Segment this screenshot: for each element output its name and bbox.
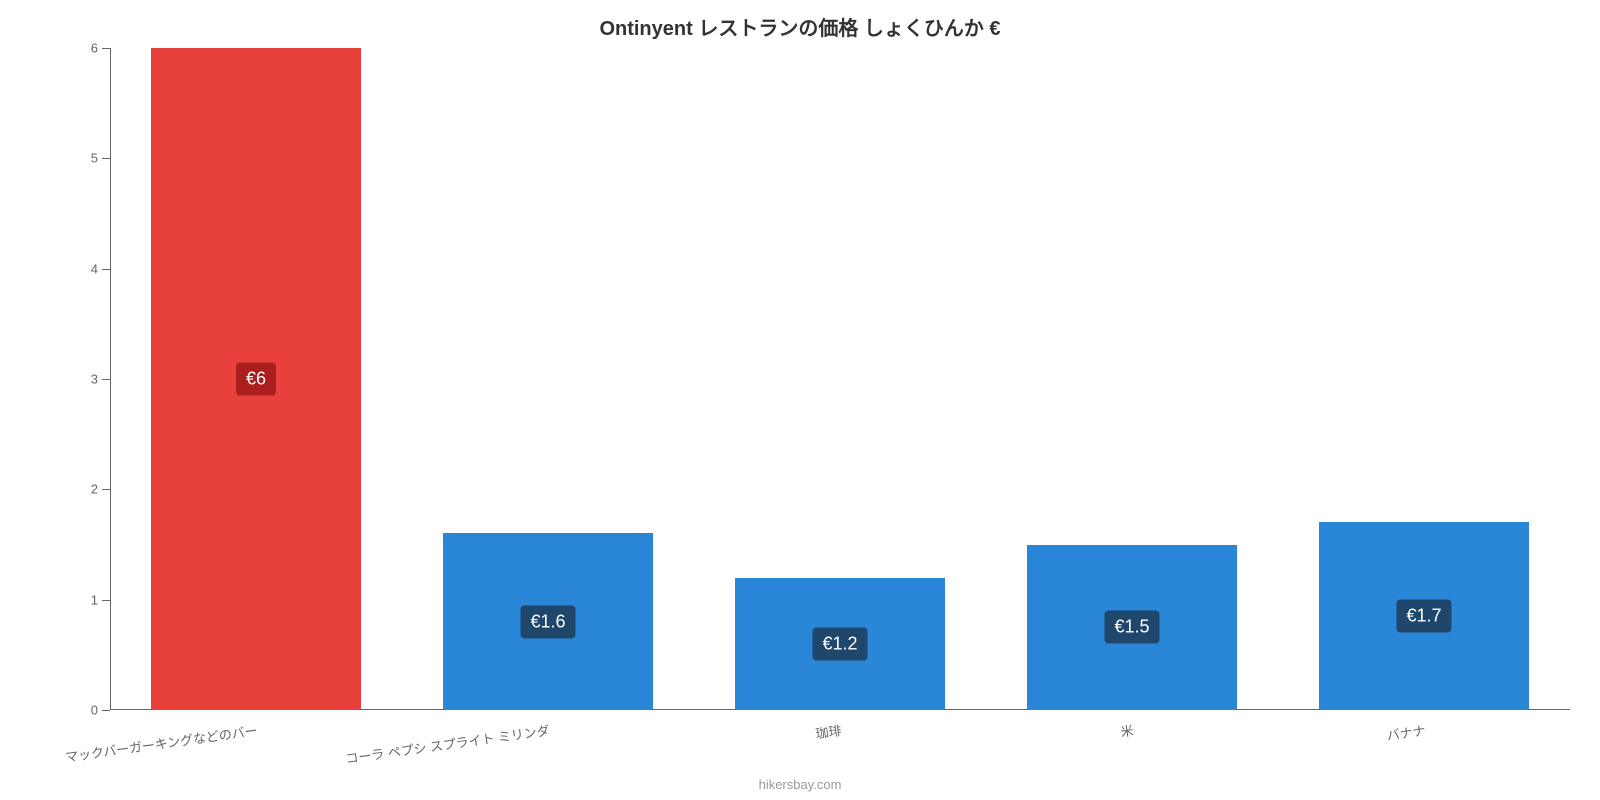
x-tick-label: コーラ ペプシ スプライト ミリンダ: [344, 720, 550, 767]
chart-plot-area: 0123456€6マックバーガーキングなどのバー€1.6コーラ ペプシ スプライ…: [110, 48, 1570, 710]
y-tick-label: 4: [91, 261, 98, 276]
y-tick: [102, 710, 110, 711]
y-tick: [102, 158, 110, 159]
x-tick-label: バナナ: [1385, 720, 1426, 744]
y-tick: [102, 269, 110, 270]
chart-credit: hikersbay.com: [0, 777, 1600, 792]
y-tick-label: 1: [91, 592, 98, 607]
y-tick-label: 2: [91, 482, 98, 497]
chart-title: Ontinyent レストランの価格 しょくひんか €: [0, 0, 1600, 41]
bar: €1.2: [735, 578, 945, 710]
x-tick-label: 米: [1119, 720, 1135, 741]
y-tick: [102, 489, 110, 490]
y-tick-label: 5: [91, 151, 98, 166]
bar-value-label: €6: [236, 363, 276, 396]
y-tick: [102, 48, 110, 49]
y-tick-label: 0: [91, 703, 98, 718]
y-tick-label: 3: [91, 372, 98, 387]
y-axis: [110, 48, 111, 710]
bar-value-label: €1.6: [520, 605, 575, 638]
x-tick-label: マックバーガーキングなどのバー: [64, 720, 259, 766]
y-tick: [102, 379, 110, 380]
bar: €6: [151, 48, 361, 710]
bar: €1.7: [1319, 522, 1529, 710]
bar-value-label: €1.7: [1396, 600, 1451, 633]
bar-value-label: €1.2: [812, 627, 867, 660]
bar: €1.5: [1027, 545, 1237, 711]
bar-value-label: €1.5: [1104, 611, 1159, 644]
y-tick: [102, 600, 110, 601]
bar: €1.6: [443, 533, 653, 710]
y-tick-label: 6: [91, 41, 98, 56]
x-tick-label: 珈琲: [814, 720, 842, 742]
